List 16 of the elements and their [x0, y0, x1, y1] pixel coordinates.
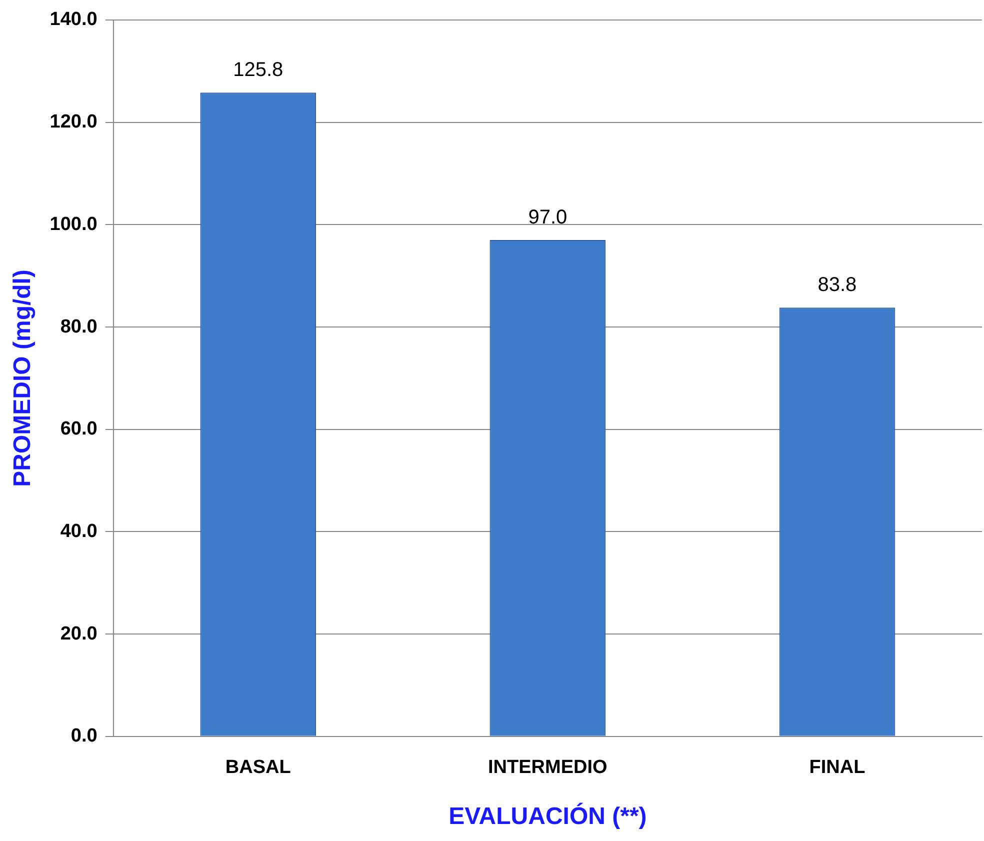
y-tick-label: 140.0 [50, 9, 98, 30]
y-tick-label: 0.0 [70, 726, 98, 747]
x-tick-label: FINAL [809, 757, 866, 778]
y-tick-label: 20.0 [60, 623, 98, 644]
x-tick-label: INTERMEDIO [488, 757, 608, 778]
y-axis-title: PROMEDIO (mg/dl) [9, 270, 36, 487]
data-label: 97.0 [528, 206, 568, 229]
data-label: 83.8 [818, 274, 857, 296]
x-tick-label: BASAL [225, 757, 292, 778]
y-tick-label: 80.0 [60, 316, 98, 338]
y-tick-label: 60.0 [60, 418, 98, 440]
data-label: 125.8 [233, 59, 284, 82]
x-axis-title: EVALUACIÓN (**) [448, 802, 647, 830]
y-tick-label: 100.0 [50, 214, 98, 235]
y-tick-label: 40.0 [60, 520, 98, 542]
y-tick-label: 120.0 [50, 112, 98, 133]
